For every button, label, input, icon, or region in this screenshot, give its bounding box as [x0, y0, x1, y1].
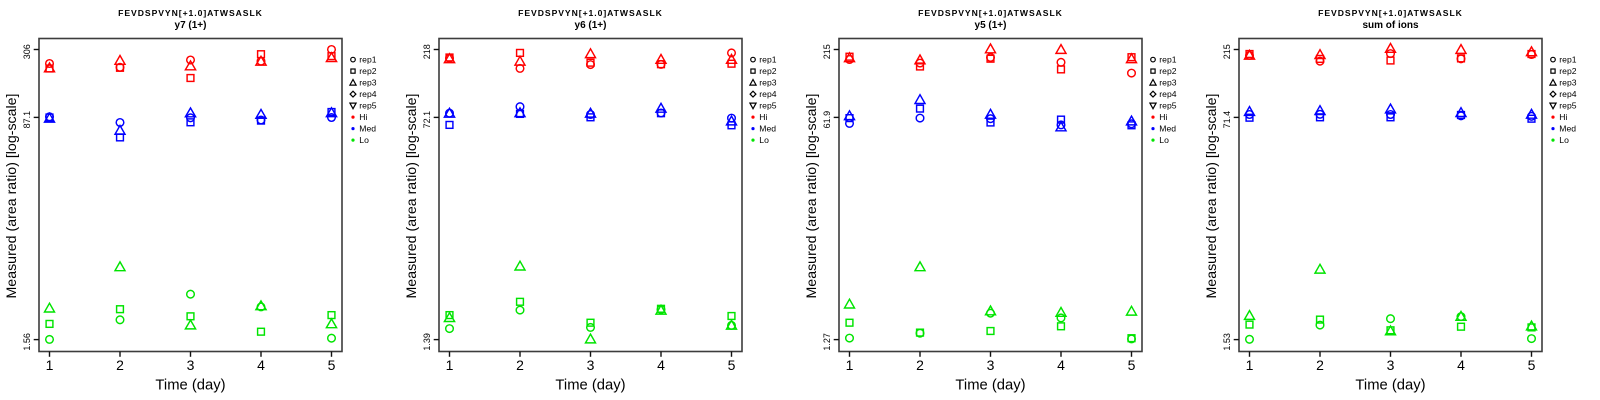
- svg-text:2: 2: [516, 357, 524, 373]
- svg-text:y7 (1+): y7 (1+): [175, 20, 207, 31]
- svg-text:Time (day): Time (day): [155, 378, 225, 394]
- svg-text:Time (day): Time (day): [955, 378, 1025, 394]
- svg-text:1.53: 1.53: [1222, 333, 1232, 351]
- svg-text:sum of ions: sum of ions: [1362, 20, 1419, 31]
- svg-text:Lo: Lo: [1159, 135, 1169, 145]
- svg-text:Med: Med: [1159, 124, 1176, 134]
- svg-text:2: 2: [116, 357, 124, 373]
- svg-text:Time (day): Time (day): [1355, 378, 1425, 394]
- svg-text:rep2: rep2: [759, 66, 776, 76]
- svg-text:FEVDSPVYN[+1.0]ATWSASLK: FEVDSPVYN[+1.0]ATWSASLK: [518, 8, 663, 18]
- svg-text:Hi: Hi: [759, 112, 767, 122]
- svg-text:Med: Med: [759, 124, 776, 134]
- svg-text:215: 215: [822, 44, 832, 59]
- svg-text:rep5: rep5: [1559, 101, 1576, 111]
- svg-text:FEVDSPVYN[+1.0]ATWSASLK: FEVDSPVYN[+1.0]ATWSASLK: [118, 8, 263, 18]
- svg-text:y6 (1+): y6 (1+): [575, 20, 607, 31]
- svg-text:rep2: rep2: [359, 66, 376, 76]
- svg-text:4: 4: [657, 357, 665, 373]
- svg-text:3: 3: [987, 357, 995, 373]
- svg-text:Lo: Lo: [759, 135, 769, 145]
- svg-text:rep4: rep4: [1159, 89, 1176, 99]
- svg-text:rep3: rep3: [759, 78, 776, 88]
- svg-text:rep1: rep1: [1559, 55, 1576, 65]
- svg-text:215: 215: [1222, 44, 1232, 59]
- svg-text:4: 4: [257, 357, 265, 373]
- svg-text:Med: Med: [359, 124, 376, 134]
- svg-text:3: 3: [587, 357, 595, 373]
- svg-text:rep5: rep5: [759, 101, 776, 111]
- svg-text:1.56: 1.56: [22, 333, 32, 351]
- svg-text:1: 1: [46, 357, 54, 373]
- svg-text:Hi: Hi: [1559, 112, 1567, 122]
- svg-text:Lo: Lo: [359, 135, 369, 145]
- svg-text:rep3: rep3: [1559, 78, 1576, 88]
- svg-text:4: 4: [1057, 357, 1065, 373]
- svg-text:rep4: rep4: [1559, 89, 1576, 99]
- svg-text:306: 306: [22, 44, 32, 59]
- svg-text:218: 218: [422, 44, 432, 59]
- svg-text:3: 3: [187, 357, 195, 373]
- svg-text:1: 1: [446, 357, 454, 373]
- svg-text:2: 2: [916, 357, 924, 373]
- svg-text:5: 5: [328, 357, 336, 373]
- svg-text:Measured (area ratio) [log-sca: Measured (area ratio) [log-scale]: [1204, 93, 1220, 298]
- svg-text:4: 4: [1457, 357, 1465, 373]
- svg-text:Measured (area ratio) [log-sca: Measured (area ratio) [log-scale]: [4, 93, 20, 298]
- svg-text:rep1: rep1: [359, 55, 376, 65]
- svg-text:Med: Med: [1559, 124, 1576, 134]
- svg-text:rep5: rep5: [359, 101, 376, 111]
- svg-text:rep3: rep3: [1159, 78, 1176, 88]
- svg-text:Hi: Hi: [1159, 112, 1167, 122]
- svg-text:rep2: rep2: [1159, 66, 1176, 76]
- svg-text:61.9: 61.9: [822, 111, 832, 129]
- svg-text:5: 5: [728, 357, 736, 373]
- svg-text:FEVDSPVYN[+1.0]ATWSASLK: FEVDSPVYN[+1.0]ATWSASLK: [1318, 8, 1463, 18]
- svg-text:5: 5: [1528, 357, 1536, 373]
- svg-text:Hi: Hi: [359, 112, 367, 122]
- svg-text:rep4: rep4: [359, 89, 376, 99]
- svg-text:rep1: rep1: [759, 55, 776, 65]
- svg-text:rep5: rep5: [1159, 101, 1176, 111]
- svg-text:Measured (area ratio) [log-sca: Measured (area ratio) [log-scale]: [804, 93, 820, 298]
- svg-text:Measured (area ratio) [log-sca: Measured (area ratio) [log-scale]: [404, 93, 420, 298]
- svg-text:rep1: rep1: [1159, 55, 1176, 65]
- svg-text:Time (day): Time (day): [555, 378, 625, 394]
- svg-text:FEVDSPVYN[+1.0]ATWSASLK: FEVDSPVYN[+1.0]ATWSASLK: [918, 8, 1063, 18]
- svg-text:y5 (1+): y5 (1+): [975, 20, 1007, 31]
- svg-text:1.39: 1.39: [422, 333, 432, 351]
- svg-text:3: 3: [1387, 357, 1395, 373]
- svg-text:72.1: 72.1: [422, 111, 432, 129]
- svg-text:2: 2: [1316, 357, 1324, 373]
- svg-text:rep4: rep4: [759, 89, 776, 99]
- svg-text:rep2: rep2: [1559, 66, 1576, 76]
- svg-text:1: 1: [1246, 357, 1254, 373]
- svg-text:rep3: rep3: [359, 78, 376, 88]
- svg-text:71.4: 71.4: [1222, 111, 1232, 129]
- svg-text:5: 5: [1128, 357, 1136, 373]
- svg-text:1.27: 1.27: [822, 333, 832, 351]
- svg-text:Lo: Lo: [1559, 135, 1569, 145]
- svg-text:87.1: 87.1: [22, 111, 32, 129]
- svg-text:1: 1: [846, 357, 854, 373]
